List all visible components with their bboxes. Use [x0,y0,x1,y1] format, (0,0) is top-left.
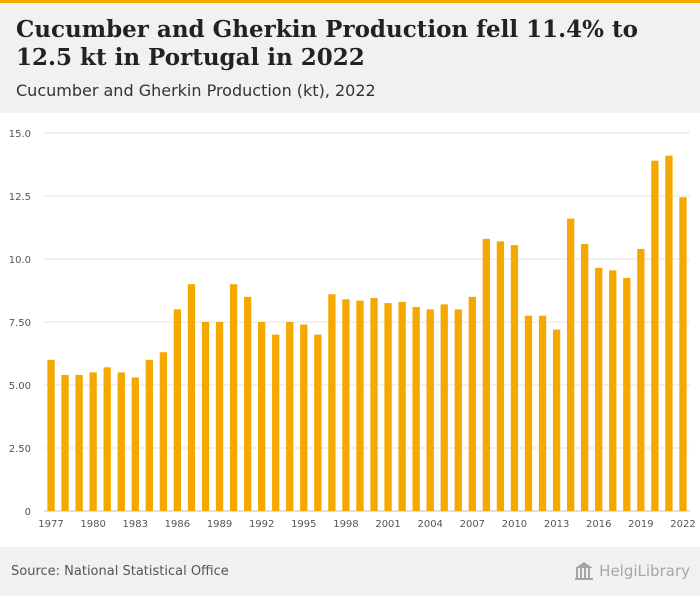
bar [468,296,476,511]
bar [510,245,519,511]
bar [286,322,294,511]
bar [272,334,280,511]
bar [328,294,336,511]
x-tick-label: 2016 [586,519,611,530]
bar [398,301,406,511]
y-tick-label: 5.00 [9,381,31,392]
x-tick-label: 2013 [544,519,569,530]
bar [314,334,322,511]
bar [201,322,210,511]
x-tick-label: 1992 [249,519,274,530]
x-tick-label: 1995 [291,519,316,530]
bar [581,243,589,511]
header: Cucumber and Gherkin Production fell 11.… [0,3,700,113]
bar [61,374,69,511]
bar [651,160,659,511]
y-tick-label: 12.5 [9,192,31,203]
bar [454,309,462,511]
x-tick-label: 2019 [628,519,653,530]
bar [524,315,533,511]
bar [75,374,83,511]
bar [173,309,182,511]
bar [482,238,491,511]
y-tick-label: 0 [25,507,31,518]
bar [623,277,631,511]
y-tick-label: 15.0 [9,129,31,140]
x-tick-label: 2007 [460,519,485,530]
x-tick-label: 2001 [375,519,400,530]
top-accent-bar [0,0,700,3]
bar [229,284,238,511]
y-tick-label: 7.50 [9,318,31,329]
x-tick-label: 1989 [207,519,232,530]
bar [637,248,645,512]
bar [566,218,575,511]
footer: Source: National Statistical Office Helg… [0,547,700,596]
bar [145,359,153,511]
bar [131,377,139,511]
bar [47,359,55,511]
y-tick-label: 2.50 [9,444,31,455]
x-tick-label: 2004 [417,519,442,530]
bar [384,303,392,511]
bar [117,372,125,511]
bar [215,322,224,511]
bar [665,155,673,511]
bar [243,296,252,511]
bar [300,324,308,511]
x-tick-label: 2010 [502,519,527,530]
bar-chart: 0 2.50 5.00 7.50 10.0 12.5 15.0 1977 1980 1983 198… [9,129,696,530]
library-building-icon [575,562,594,580]
bar [595,267,603,511]
bar [538,315,547,511]
helgi-library-logo: HelgiLibrary [573,560,690,582]
bar [356,300,364,511]
bar [496,241,505,512]
x-tick-label: 1977 [38,519,63,530]
bar [342,299,350,511]
bar [370,298,378,511]
bar [552,329,561,511]
x-tick-label: 1983 [123,519,148,530]
x-tick-label: 1998 [333,519,358,530]
y-tick-label: 10.0 [9,255,31,266]
chart-subtitle: Cucumber and Gherkin Production (kt), 20… [16,81,376,100]
source-note: Source: National Statistical Office [11,564,229,579]
x-tick-label: 1980 [80,519,105,530]
page-title: Cucumber and Gherkin Production fell 11.… [16,16,639,71]
bar [440,304,448,511]
bar [679,197,687,511]
bar [103,367,111,511]
logo-text: HelgiLibrary [599,562,690,580]
bar [89,372,97,511]
x-tick-label: 2022 [670,519,695,530]
bar [258,322,266,511]
bar [412,306,420,511]
bar [426,309,434,511]
bar [187,284,196,511]
bar [609,270,617,511]
x-tick-label: 1986 [165,519,190,530]
bar [159,352,168,511]
